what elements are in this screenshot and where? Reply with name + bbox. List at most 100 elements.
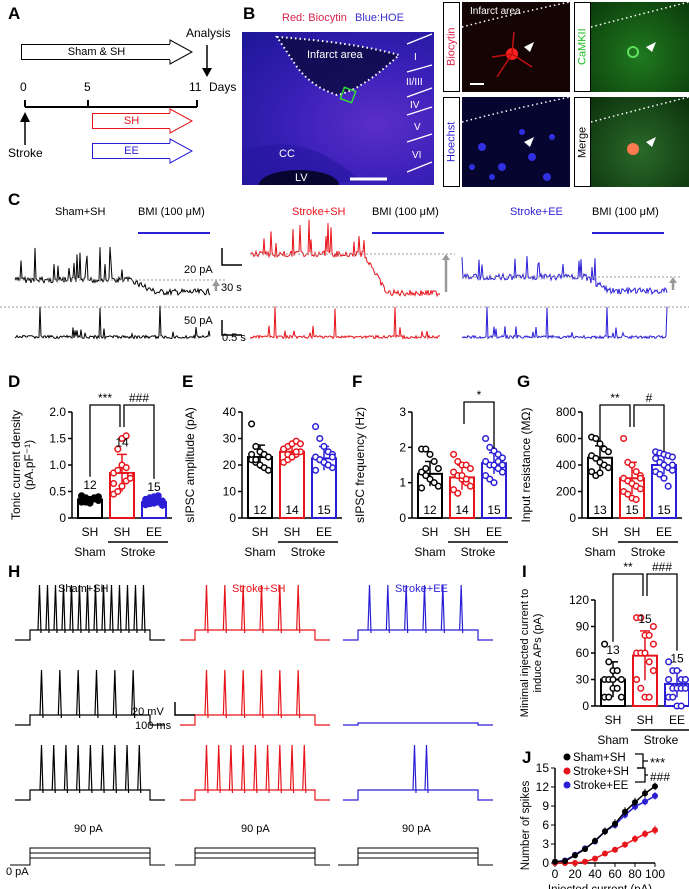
series-point xyxy=(582,846,588,853)
significance-bracket xyxy=(463,401,495,449)
data-point xyxy=(617,675,625,684)
data-point xyxy=(681,684,689,692)
significance-label: *** xyxy=(98,391,112,405)
voltage-trace-base xyxy=(180,714,330,726)
y-tick-label: 2 xyxy=(399,440,406,454)
data-point xyxy=(613,684,621,692)
voltage-trace-base xyxy=(343,629,493,641)
current-step xyxy=(10,852,165,866)
series-point xyxy=(572,852,578,859)
y-tick-label: 200 xyxy=(556,485,576,499)
data-point xyxy=(122,464,130,472)
voltage-trace-base xyxy=(180,629,330,641)
chart-i-y-axis-label: Minimal injected current to induce APs (… xyxy=(519,588,544,718)
series-point xyxy=(612,820,618,827)
data-point xyxy=(596,440,604,448)
data-point xyxy=(328,453,336,461)
action-potentials xyxy=(204,584,301,634)
shift-arrow-head xyxy=(442,254,450,260)
series-point xyxy=(572,860,578,866)
shift-arrow-head xyxy=(212,280,220,286)
zero-pa-label: 0 pA xyxy=(6,866,29,878)
channel-label-biocytin: Biocytin xyxy=(443,2,460,92)
series-point xyxy=(602,850,608,857)
y-tick-label: 0.5 xyxy=(49,485,66,499)
category-label: SH xyxy=(82,525,99,539)
category-label: EE xyxy=(656,525,672,539)
data-point xyxy=(122,432,130,440)
days-label: Days xyxy=(209,80,237,94)
c-group-stroke-ee: Stroke+EE xyxy=(510,206,563,218)
tonic-trace-2 xyxy=(461,256,668,296)
y-tick-label: 1.5 xyxy=(49,432,66,446)
significance-label: *** xyxy=(650,755,665,770)
stim-label-3: 90 pA xyxy=(402,823,431,835)
data-point xyxy=(624,490,632,498)
x-tick-label: 80 xyxy=(628,867,642,881)
current-step xyxy=(175,857,330,866)
significance-label: ** xyxy=(623,560,633,574)
panel-label-c: C xyxy=(8,190,21,209)
n-label: 12 xyxy=(83,478,97,492)
camkii-image xyxy=(590,1,689,92)
significance-bracket xyxy=(123,404,155,479)
series-point xyxy=(552,858,558,865)
chart-g: 0 200 400 600 800 Input resistance (MΩ) 13 SH 15… xyxy=(519,391,682,559)
data-point xyxy=(466,464,474,473)
panel-c-traces xyxy=(0,219,689,341)
series-point xyxy=(562,858,568,865)
data-point xyxy=(498,461,506,469)
data-point xyxy=(454,489,462,497)
significance-bracket xyxy=(646,573,678,651)
sipsc-trace-2 xyxy=(461,306,668,340)
n-label: 14 xyxy=(285,503,299,517)
action-potentials xyxy=(204,744,307,794)
x-tick-label: 20 xyxy=(568,867,582,881)
day-tick-5: 5 xyxy=(84,80,91,94)
series-point xyxy=(622,808,628,815)
series-point xyxy=(652,783,658,790)
data-point xyxy=(609,675,617,684)
voltage-trace-base xyxy=(180,789,330,801)
data-point xyxy=(114,445,122,453)
y-tick-label: 40 xyxy=(223,405,237,419)
channel-label-merge: Merge xyxy=(574,97,591,187)
y-axis-label: sIPSC amplitude (pA) xyxy=(183,407,197,522)
legend-red: Red: Biocytin xyxy=(282,12,347,24)
data-point xyxy=(656,470,664,478)
data-point xyxy=(633,675,641,684)
current-step xyxy=(175,852,330,866)
data-point xyxy=(673,667,681,675)
series-point xyxy=(642,798,648,805)
y-tick-label: 9 xyxy=(542,799,549,813)
n-label: 13 xyxy=(593,503,607,517)
y-axis-label: Number of spikes xyxy=(520,781,532,871)
group-label-stroke: Stroke xyxy=(121,545,156,559)
biocytin-image: Infarct area xyxy=(461,1,571,92)
y-tick-label: 1 xyxy=(399,476,406,490)
data-point xyxy=(498,468,506,476)
y-tick-label: 6 xyxy=(542,818,549,832)
x-tick-label: 100 xyxy=(645,867,665,881)
y-tick-label: 0 xyxy=(59,511,66,525)
data-point xyxy=(632,468,640,476)
data-point xyxy=(422,464,430,473)
series-point xyxy=(642,830,648,837)
data-point xyxy=(677,702,685,710)
action-potentials xyxy=(39,744,142,794)
group-label-sham: Sham xyxy=(74,545,105,559)
analysis-label: Analysis xyxy=(186,26,231,40)
legend-blue: Blue:HOE xyxy=(355,12,404,24)
data-point xyxy=(641,649,649,657)
shift-arrow-head xyxy=(669,277,677,283)
data-point xyxy=(588,468,596,476)
x-axis-label: Injected current (pA) xyxy=(548,884,652,889)
group-label-sham: Sham xyxy=(414,545,445,559)
bmi-label-2: BMI (100 μM) xyxy=(372,206,439,218)
category-label: EE xyxy=(146,525,162,539)
action-potentials xyxy=(39,669,136,719)
data-point xyxy=(264,453,272,461)
n-label: 12 xyxy=(253,503,267,517)
series-point xyxy=(652,792,658,799)
